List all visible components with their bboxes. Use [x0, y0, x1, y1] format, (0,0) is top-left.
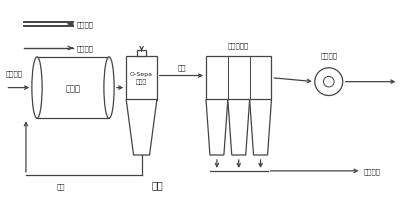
Text: 袋式除尘器: 袋式除尘器	[228, 42, 249, 49]
Text: O-Sepa
选粉机: O-Sepa 选粉机	[130, 72, 153, 84]
Text: 水泥成品: 水泥成品	[363, 168, 381, 174]
Ellipse shape	[104, 58, 114, 119]
Text: 水泥熟料: 水泥熟料	[5, 70, 23, 76]
Ellipse shape	[32, 58, 42, 119]
Text: 收尘风机: 收尘风机	[320, 52, 337, 59]
Polygon shape	[250, 100, 272, 155]
Text: 气体流向: 气体流向	[77, 45, 94, 52]
Polygon shape	[206, 100, 228, 155]
Circle shape	[315, 68, 343, 96]
Text: 细粉: 细粉	[177, 64, 186, 70]
Text: 物料流向: 物料流向	[77, 22, 94, 28]
Polygon shape	[228, 100, 250, 155]
Bar	[37, 58, 109, 119]
Bar	[206, 57, 272, 100]
Text: 图１: 图１	[151, 179, 163, 189]
Bar	[137, 51, 146, 57]
Polygon shape	[126, 100, 157, 155]
Circle shape	[323, 77, 334, 87]
Text: 回粉: 回粉	[56, 183, 65, 189]
Bar	[126, 57, 157, 100]
Text: 水泥磨: 水泥磨	[66, 84, 80, 93]
